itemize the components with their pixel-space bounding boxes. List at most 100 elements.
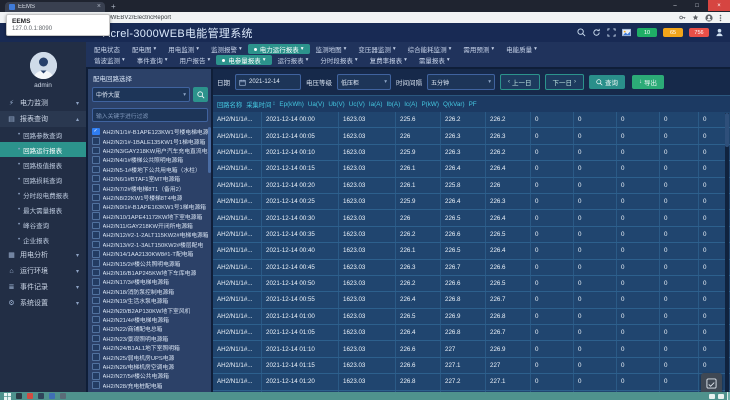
checkbox[interactable] xyxy=(92,240,100,249)
nav-menu-item[interactable]: 电参量报表 ▾ xyxy=(216,55,272,65)
browser-menu-icon[interactable] xyxy=(719,14,722,22)
tree-item[interactable]: AH2/N6/1#BTAF1室MT电源箱 xyxy=(92,174,208,183)
checkbox[interactable] xyxy=(92,278,100,286)
table-column-header[interactable]: P(kW) ↕ xyxy=(417,101,439,108)
tree-item[interactable]: AH2/N27/5#楼公共电源箱 xyxy=(92,371,208,380)
taskbar-app-icon[interactable] xyxy=(49,393,55,399)
tree-item[interactable]: AH2/N10/1APE41172KW地下室电源箱 xyxy=(92,212,208,221)
table-row[interactable]: AH2/N1/1#... 2021-12-14 00:05 1623.03 22… xyxy=(213,128,730,145)
checkbox[interactable] xyxy=(92,193,100,202)
next-day-button[interactable]: 下一日 › xyxy=(544,74,584,90)
tree-filter-input[interactable]: 输入关键字进行过滤 xyxy=(92,108,208,122)
status-badge-alarm[interactable]: 756 xyxy=(689,28,709,37)
table-row[interactable]: AH2/N1/1#... 2021-12-14 00:50 1623.03 22… xyxy=(213,275,730,293)
checkbox[interactable] xyxy=(92,296,100,305)
nav-menu-item[interactable]: 配电图 ▾ xyxy=(126,44,162,54)
sidebar-subitem[interactable]: 回路运行报表 xyxy=(0,142,86,157)
table-column-header[interactable]: Ep(kWh) ↕ xyxy=(275,101,304,108)
nav-menu-item[interactable]: 用户报告 ▾ xyxy=(174,55,217,65)
table-row[interactable]: AH2/N1/1#... 2021-12-14 01:05 1623.03 22… xyxy=(213,325,730,342)
tree-item[interactable]: AH2/N26/电梯机房空调电源 xyxy=(92,362,208,371)
checkbox[interactable] xyxy=(92,212,100,220)
new-tab-button[interactable]: + xyxy=(111,2,116,11)
table-row[interactable]: AH2/N1/1#... 2021-12-14 00:30 1623.03 22… xyxy=(213,210,730,227)
nav-menu-item[interactable]: 用电监测 ▾ xyxy=(162,44,205,54)
checkbox[interactable] xyxy=(92,287,100,296)
checkbox[interactable] xyxy=(92,165,100,173)
nav-menu-item[interactable]: 事件查询 ▾ xyxy=(131,55,174,65)
tree-item[interactable]: AH2/N20/B2AP130KW地下室风机 xyxy=(92,305,208,315)
nav-menu-item[interactable]: 复费率报表 ▾ xyxy=(364,55,413,65)
table-row[interactable]: AH2/N1/1#... 2021-12-14 00:20 1623.03 22… xyxy=(213,177,730,194)
user-icon[interactable] xyxy=(715,28,724,37)
tree-item[interactable]: AH2/N18/消防泵控制电源箱 xyxy=(92,287,208,296)
interval-select[interactable]: 五分钟 ▾ xyxy=(427,74,495,90)
nav-menu-item[interactable]: 需用预测 ▾ xyxy=(457,44,500,54)
nav-menu-item[interactable]: 变压器监测 ▾ xyxy=(352,44,401,54)
export-button[interactable]: ↓ 导出 xyxy=(632,75,664,89)
checkbox[interactable] xyxy=(92,156,100,164)
show-desktop-button[interactable] xyxy=(727,392,730,400)
nav-menu-item[interactable]: 分时段报表 ▾ xyxy=(314,55,363,65)
table-row[interactable]: AH2/N1/1#... 2021-12-14 00:25 1623.03 22… xyxy=(213,193,730,211)
table-column-header[interactable]: Ic(A) ↕ xyxy=(400,101,417,108)
date-input[interactable]: 2021-12-14 xyxy=(235,74,301,90)
status-badge-warning[interactable]: 65 xyxy=(663,28,683,37)
checkbox[interactable] xyxy=(92,203,100,211)
sidebar-subitem[interactable]: 回路极值报表 xyxy=(0,157,86,172)
browser-tab[interactable]: EEMS × xyxy=(5,2,105,12)
status-badge-normal[interactable]: 10 xyxy=(637,28,657,37)
tree-item[interactable]: AH2/N3/GAY218KW用户汽车充电直流电源 xyxy=(92,146,208,155)
checkbox[interactable] xyxy=(92,372,100,380)
window-close-button[interactable]: × xyxy=(708,0,730,11)
checkbox[interactable] xyxy=(92,127,100,136)
tree-item[interactable]: AH2/N15/2#楼公共照明电源箱 xyxy=(92,258,208,268)
station-select[interactable]: 中侨大厦 ▾ xyxy=(92,87,190,102)
table-scrollbar[interactable] xyxy=(725,113,729,392)
nav-menu-item[interactable]: 电力运行报表 ▾ xyxy=(247,44,310,54)
query-button[interactable]: 查询 xyxy=(589,75,625,89)
screenshot-image-icon[interactable] xyxy=(622,28,631,37)
prev-day-button[interactable]: ‹ 上一日 xyxy=(500,74,540,90)
table-row[interactable]: AH2/N1/1#... 2021-12-14 00:15 1623.03 22… xyxy=(213,161,730,178)
table-row[interactable]: AH2/N1/1#... 2021-12-14 01:00 1623.03 22… xyxy=(213,308,730,326)
tree-item[interactable]: AH2/N23/景观照明电源箱 xyxy=(92,334,208,343)
sidebar-item-usage-analysis[interactable]: ▦ 用电分析 ▾ xyxy=(0,247,86,263)
tree-item[interactable]: AH2/N2/1#-1BALE135KW1号1梯电源箱 xyxy=(92,136,208,146)
tree-item[interactable]: AH2/N24/B1AL1地下室照明箱 xyxy=(92,343,208,352)
sidebar-subitem[interactable]: 回路参数查询 xyxy=(0,127,86,142)
table-row[interactable]: AH2/N1/1#... 2021-12-14 00:00 1623.03 22… xyxy=(213,112,730,129)
taskbar-app-icon[interactable] xyxy=(60,393,66,399)
tree-item[interactable]: AH2/N25/弱电机房UPS电源 xyxy=(92,352,208,362)
table-row[interactable]: AH2/N1/1#... 2021-12-14 01:20 1623.03 22… xyxy=(213,374,730,391)
checkbox[interactable] xyxy=(92,353,100,361)
checkbox[interactable] xyxy=(92,306,100,314)
checkbox[interactable] xyxy=(92,137,100,145)
table-column-header[interactable]: PF ↕ xyxy=(465,101,477,108)
table-row[interactable]: AH2/N1/1#... 2021-12-14 01:15 1623.03 22… xyxy=(213,357,730,375)
checkbox[interactable] xyxy=(92,362,100,371)
checkbox[interactable] xyxy=(92,334,100,343)
sidebar-subitem[interactable]: 最大需量报表 xyxy=(0,202,86,217)
tree-item[interactable]: AH2/N17/3#楼电梯电源箱 xyxy=(92,277,208,286)
tree-item[interactable]: AH2/N13/#2-1-3ALT150KW2#楼层配电 xyxy=(92,240,208,249)
checkbox[interactable] xyxy=(92,174,100,183)
fullscreen-icon[interactable] xyxy=(607,28,616,37)
table-row[interactable]: AH2/N1/1#... 2021-12-14 01:10 1623.03 22… xyxy=(213,341,730,358)
table-column-header[interactable]: Ia(A) ↕ xyxy=(365,101,383,108)
tree-item[interactable]: AH2/N21/4#楼电梯电源箱 xyxy=(92,315,208,324)
checkbox[interactable] xyxy=(92,146,100,155)
table-column-header[interactable]: Uc(V) ↕ xyxy=(345,101,365,108)
checkbox[interactable] xyxy=(92,268,100,277)
tree-item[interactable]: AH2/N12/#2-1-2ALT115KW2#电梯电源箱 xyxy=(92,230,208,239)
table-row[interactable]: AH2/N1/1#... 2021-12-14 00:10 1623.03 22… xyxy=(213,144,730,162)
nav-menu-item[interactable]: 综合能耗监测 ▾ xyxy=(402,44,458,54)
checkbox[interactable] xyxy=(92,221,100,230)
sidebar-item-report-query[interactable]: ▤ 报表查询 ▴ xyxy=(0,111,86,127)
refresh-icon[interactable] xyxy=(592,28,601,37)
taskbar-app-icon[interactable] xyxy=(27,393,33,399)
sidebar-subitem[interactable]: 企业报表 xyxy=(0,232,86,247)
table-row[interactable]: AH2/N1/1#... 2021-12-14 00:35 1623.03 22… xyxy=(213,226,730,244)
key-icon[interactable] xyxy=(679,14,686,21)
window-minimize-button[interactable]: – xyxy=(664,0,686,11)
